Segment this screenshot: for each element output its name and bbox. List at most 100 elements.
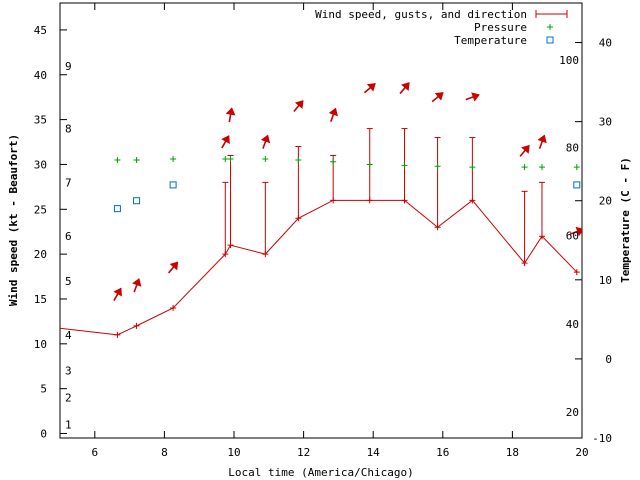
pressure-point [295,156,302,163]
pressure-point [434,163,441,170]
legend-pressure-label: Pressure [474,21,527,34]
arrow-head [113,287,122,297]
wind-direction-arrow [293,100,304,113]
fahrenheit-label: 20 [566,406,579,419]
x-tick-label: 6 [91,446,98,459]
x-tick-label: 18 [506,446,519,459]
wind-direction-arrow [225,107,236,123]
legend-temperature-label: Temperature [454,34,527,47]
wind-speed-point [36,323,42,329]
legend-temperature-marker [546,36,554,44]
y2-tick-label: 40 [599,37,612,50]
beaufort-label: 8 [65,123,72,136]
arrow-head [260,134,271,144]
pressure-point [222,156,229,163]
pressure-point [262,156,269,163]
fahrenheit-label: 40 [566,318,579,331]
y2-axis-title: Temperature (C - F) [619,157,632,283]
pressure-point [401,162,408,169]
arrow-head [401,82,410,91]
wind-direction-arrow [132,278,142,293]
beaufort-label: 3 [65,365,72,378]
y-tick-label: 35 [34,114,47,127]
x-tick-label: 20 [575,446,588,459]
arrow-head [575,226,582,237]
pressure-point [133,156,140,163]
y-axis-title: Wind speed (kt - Beaufort) [7,134,20,306]
wind-direction-arrow [519,144,530,157]
x-tick-label: 14 [367,446,381,459]
wind-speed-point [573,269,580,276]
temperature-point [133,197,141,205]
y-tick-label: 40 [34,69,47,82]
beaufort-label: 5 [65,275,72,288]
y-tick-label: 0 [40,428,47,441]
beaufort-label: 4 [65,329,72,342]
pressure-point [521,164,528,171]
wind-direction-arrow [569,226,582,237]
y2-tick-label: 20 [599,195,612,208]
beaufort-label: 7 [65,176,72,189]
arrow-head [328,107,338,117]
wind-direction-arrow [260,134,271,149]
arrow-head [169,261,179,271]
arrow-head [537,134,547,144]
x-tick-label: 16 [436,446,449,459]
y-tick-label: 5 [40,383,47,396]
plot-area [59,2,583,439]
series [36,82,582,338]
legend: Wind speed, gusts, and direction Pressur… [315,8,568,47]
temperature-point [573,181,581,189]
wind-direction-arrow [465,92,480,102]
arrow-head [366,83,376,92]
y-tick-label: 15 [34,293,47,306]
beaufort-label: 1 [65,419,72,432]
temperature-point [113,205,121,213]
wind-direction-arrow [537,134,547,149]
beaufort-label: 2 [65,392,72,405]
arrow-head [521,144,530,154]
legend-pressure-marker [547,24,553,30]
beaufort-label: 9 [65,60,72,73]
x-tick-label: 10 [227,446,240,459]
x-tick-label: 8 [161,446,168,459]
pressure-point [114,156,121,163]
pressure-point [170,156,177,163]
pressure-point [538,164,545,171]
arrow-head [132,278,142,287]
x-tick-label: 12 [297,446,310,459]
y-tick-label: 25 [34,203,47,216]
pressure-point [227,156,234,163]
legend-wind-label: Wind speed, gusts, and direction [315,8,527,21]
temperature-point [169,181,177,189]
tick-marks [60,3,583,439]
fahrenheit-label: 80 [566,142,579,155]
pressure-point [573,164,580,171]
y2-tick-label: 10 [599,274,612,287]
pressure-point [469,164,476,171]
wind-speed-line [60,199,578,336]
arrow-head [434,92,444,101]
arrow-head [471,92,480,102]
wind-direction-arrow [363,83,376,94]
y-tick-label: 20 [34,248,47,261]
wind-direction-arrow [431,92,444,103]
fahrenheit-label: 60 [566,230,579,243]
y2-tick-label: 0 [605,353,612,366]
arrow-head [294,100,304,109]
arrow-head [225,107,236,116]
wind-direction-arrow [399,82,410,95]
pressure-point [330,158,337,165]
clipped-series [36,82,582,338]
wind-direction-arrow [328,107,338,122]
wind-direction-arrow [167,261,179,274]
wind-speed-point [114,331,121,338]
fahrenheit-label: 100 [559,54,579,67]
y-tick-label: 45 [34,24,47,37]
y-tick-label: 10 [34,338,47,351]
wind-speed-point [133,322,140,329]
y-tick-label: 30 [34,158,47,171]
wind-direction-arrow [221,135,230,149]
pressure-point [366,161,373,168]
